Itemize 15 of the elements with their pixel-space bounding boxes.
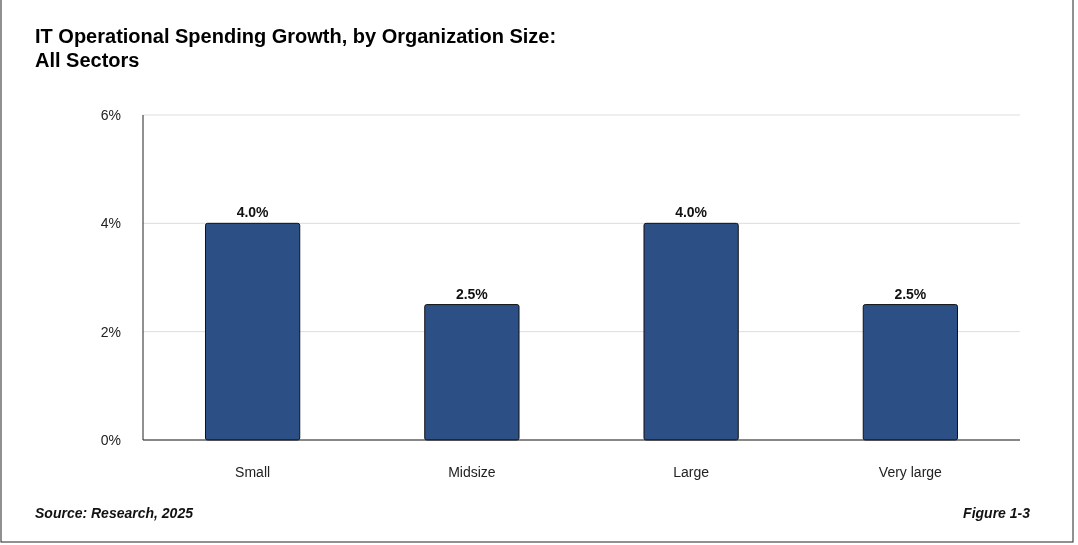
y-tick-label: 4% <box>100 215 121 232</box>
chart-title: IT Operational Spending Growth, by Organization Size: All Sectors <box>35 25 557 71</box>
data-label: 4.0% <box>236 204 270 221</box>
data-label: 2.5% <box>455 285 489 302</box>
x-tick-label: Small <box>235 464 271 480</box>
y-tick-label: 6% <box>100 106 121 123</box>
data-label: 4.0% <box>675 204 708 221</box>
data-label: 2.5% <box>894 285 927 302</box>
x-tick-label: Very large <box>878 464 943 480</box>
caption: Figure 1-3 <box>963 505 1031 521</box>
y-tick-label: 0% <box>100 431 121 448</box>
x-tick-label: Large <box>673 464 710 480</box>
y-tick-label: 2% <box>100 323 121 340</box>
source-note: Source: Research, 2025 <box>35 505 194 521</box>
x-tick-label: Midsize <box>448 464 496 480</box>
